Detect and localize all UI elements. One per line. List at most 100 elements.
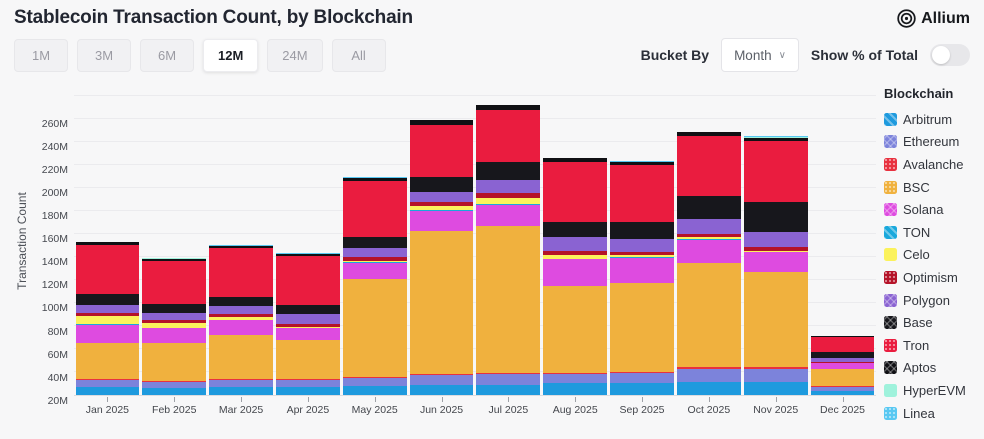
segment-celo-sep-2025[interactable] (610, 255, 674, 258)
segment-ethereum-apr-2025[interactable] (275, 380, 340, 387)
segment-bsc-oct-2025[interactable] (676, 262, 741, 368)
segment-ethereum-nov-2025[interactable] (743, 368, 808, 383)
segment-ton-jul-2025[interactable] (476, 204, 541, 205)
segment-solana-mar-2025[interactable] (209, 320, 273, 336)
bar-may-2025[interactable] (342, 84, 407, 395)
segment-optimism-jul-2025[interactable] (476, 192, 541, 198)
segment-base-oct-2025[interactable] (676, 195, 741, 219)
legend-item-bsc[interactable]: BSC (884, 176, 976, 199)
segment-celo-may-2025[interactable] (342, 260, 407, 262)
segment-optimism-may-2025[interactable] (342, 257, 407, 261)
bar-oct-2025[interactable] (676, 84, 741, 395)
segment-base-jan-2025[interactable] (75, 294, 140, 305)
bar-aug-2025[interactable] (543, 84, 608, 395)
bar-jun-2025[interactable] (409, 84, 474, 395)
segment-aptos-jan-2025[interactable] (75, 242, 140, 245)
segment-celo-oct-2025[interactable] (676, 237, 741, 239)
segment-aptos-sep-2025[interactable] (610, 161, 674, 166)
segment-bsc-apr-2025[interactable] (275, 339, 340, 379)
segment-arbitrum-dec-2025[interactable] (810, 390, 875, 395)
segment-bsc-jan-2025[interactable] (75, 343, 140, 379)
segment-polygon-sep-2025[interactable] (610, 239, 674, 252)
segment-ethereum-oct-2025[interactable] (676, 368, 741, 383)
segment-celo-nov-2025[interactable] (743, 250, 808, 252)
segment-hyperevm-nov-2025[interactable] (743, 136, 808, 138)
segment-avalanche-oct-2025[interactable] (676, 367, 741, 369)
segment-polygon-mar-2025[interactable] (209, 305, 273, 314)
segment-polygon-aug-2025[interactable] (543, 236, 608, 251)
segment-polygon-dec-2025[interactable] (810, 357, 875, 363)
segment-hyperevm-oct-2025[interactable] (676, 131, 741, 133)
segment-tron-mar-2025[interactable] (209, 248, 273, 297)
segment-solana-nov-2025[interactable] (743, 252, 808, 272)
range-button-all[interactable]: All (331, 38, 386, 72)
segment-arbitrum-aug-2025[interactable] (543, 383, 608, 395)
segment-tron-oct-2025[interactable] (676, 135, 741, 196)
legend-item-aptos[interactable]: Aptos (884, 357, 976, 380)
segment-base-dec-2025[interactable] (810, 352, 875, 358)
segment-polygon-jun-2025[interactable] (409, 191, 474, 203)
segment-bsc-may-2025[interactable] (342, 278, 407, 377)
segment-arbitrum-feb-2025[interactable] (142, 388, 207, 395)
legend-item-hyperevm[interactable]: HyperEVM (884, 379, 976, 402)
segment-solana-feb-2025[interactable] (142, 328, 207, 344)
segment-solana-sep-2025[interactable] (610, 257, 674, 284)
segment-bsc-dec-2025[interactable] (810, 369, 875, 387)
bar-dec-2025[interactable] (810, 84, 875, 395)
segment-polygon-feb-2025[interactable] (142, 312, 207, 320)
segment-ton-may-2025[interactable] (342, 262, 407, 263)
legend-item-tron[interactable]: Tron (884, 334, 976, 357)
segment-avalanche-sep-2025[interactable] (610, 371, 674, 374)
segment-base-sep-2025[interactable] (610, 221, 674, 239)
segment-optimism-mar-2025[interactable] (209, 313, 273, 318)
segment-avalanche-jun-2025[interactable] (409, 374, 474, 376)
segment-tron-jun-2025[interactable] (409, 124, 474, 177)
bar-jan-2025[interactable] (75, 84, 140, 395)
segment-optimism-jan-2025[interactable] (75, 312, 140, 317)
range-button-12m[interactable]: 12M (203, 38, 259, 72)
range-button-6m[interactable]: 6M (140, 38, 194, 72)
segment-optimism-dec-2025[interactable] (810, 362, 875, 363)
segment-ethereum-jul-2025[interactable] (476, 374, 541, 385)
bar-mar-2025[interactable] (209, 84, 273, 395)
legend-item-base[interactable]: Base (884, 311, 976, 334)
segment-aptos-mar-2025[interactable] (209, 245, 273, 249)
segment-base-mar-2025[interactable] (209, 296, 273, 306)
segment-ton-jun-2025[interactable] (409, 210, 474, 211)
segment-ton-jan-2025[interactable] (75, 324, 140, 325)
segment-ton-nov-2025[interactable] (743, 251, 808, 253)
segment-tron-nov-2025[interactable] (743, 141, 808, 203)
show-pct-toggle[interactable] (930, 44, 970, 66)
segment-polygon-apr-2025[interactable] (275, 313, 340, 325)
segment-ton-aug-2025[interactable] (543, 258, 608, 260)
segment-solana-dec-2025[interactable] (810, 363, 875, 370)
segment-bsc-jun-2025[interactable] (409, 231, 474, 375)
legend-item-ethereum[interactable]: Ethereum (884, 131, 976, 154)
segment-arbitrum-jan-2025[interactable] (75, 386, 140, 395)
segment-polygon-may-2025[interactable] (342, 248, 407, 258)
segment-bsc-feb-2025[interactable] (142, 343, 207, 382)
segment-ethereum-feb-2025[interactable] (142, 382, 207, 389)
bar-nov-2025[interactable] (743, 84, 808, 395)
segment-celo-apr-2025[interactable] (275, 326, 340, 328)
segment-ton-feb-2025[interactable] (142, 327, 207, 329)
segment-base-aug-2025[interactable] (543, 221, 608, 237)
segment-solana-oct-2025[interactable] (676, 239, 741, 263)
segment-tron-dec-2025[interactable] (810, 337, 875, 353)
segment-arbitrum-apr-2025[interactable] (275, 386, 340, 395)
segment-tron-aug-2025[interactable] (543, 161, 608, 222)
segment-aptos-oct-2025[interactable] (676, 132, 741, 136)
segment-bsc-aug-2025[interactable] (543, 285, 608, 374)
segment-bsc-nov-2025[interactable] (743, 271, 808, 368)
segment-celo-mar-2025[interactable] (209, 317, 273, 320)
segment-arbitrum-mar-2025[interactable] (209, 386, 273, 395)
legend-item-optimism[interactable]: Optimism (884, 266, 976, 289)
segment-optimism-jun-2025[interactable] (409, 202, 474, 206)
range-button-3m[interactable]: 3M (77, 38, 131, 72)
legend-item-celo[interactable]: Celo (884, 244, 976, 267)
segment-tron-sep-2025[interactable] (610, 165, 674, 222)
segment-arbitrum-nov-2025[interactable] (743, 382, 808, 395)
segment-celo-jul-2025[interactable] (476, 197, 541, 205)
segment-solana-jun-2025[interactable] (409, 210, 474, 232)
segment-ton-oct-2025[interactable] (676, 238, 741, 240)
